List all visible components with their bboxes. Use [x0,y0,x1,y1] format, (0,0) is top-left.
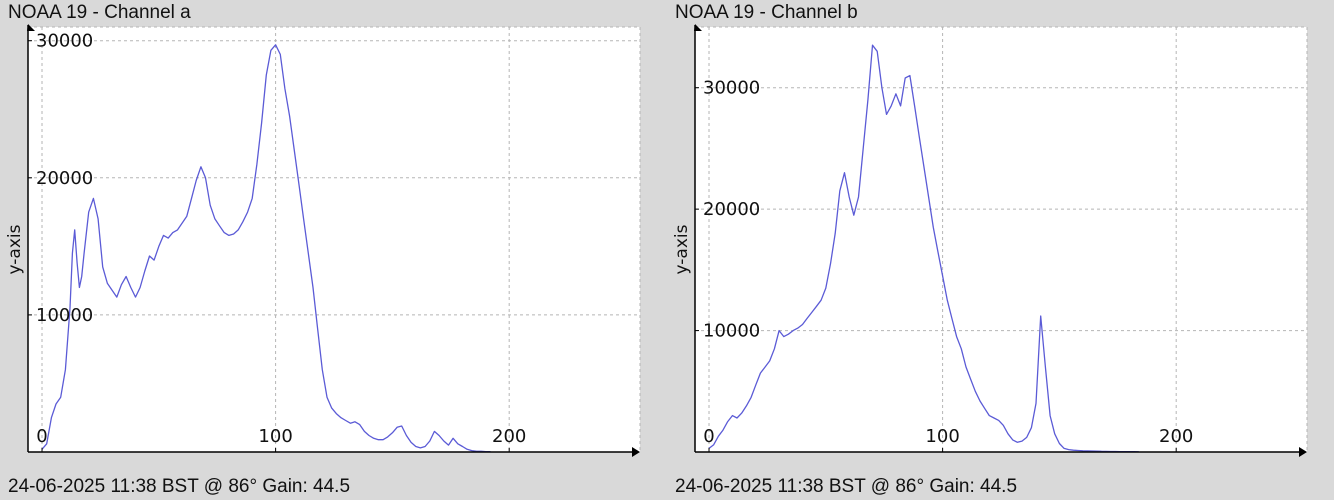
y-axis-label: y-axis [672,224,692,274]
x-tick-label: 0 [36,426,47,447]
chart-title: NOAA 19 - Channel b [675,2,858,23]
chart-panel-b: NOAA 19 - Channel b 0 100 200 10000 20000 300… [667,0,1334,500]
x-axis-arrow [632,447,640,457]
chart-footer: 24-06-2025 11:38 BST @ 86° Gain: 44.5 [675,476,1018,497]
x-tick-label: 100 [258,426,292,447]
y-tick-label: 10000 [703,321,760,342]
y-tick-label: 30000 [703,78,760,99]
plot-a: 0 100 200 10000 20000 30000 y-axis [5,24,641,457]
x-tick-label: 200 [1159,426,1193,447]
x-tick-label: 200 [492,426,526,447]
y-tick-label: 10000 [36,305,93,326]
chart-footer: 24-06-2025 11:38 BST @ 86° Gain: 44.5 [8,476,351,497]
x-tick-label: 0 [703,426,714,447]
plot-b: 0 100 200 10000 20000 30000 y-axis [672,24,1308,457]
x-tick-label: 100 [925,426,959,447]
y-axis-label: y-axis [5,224,25,274]
series-line [41,44,491,453]
x-axis-arrow [1299,447,1307,457]
y-axis-arrow [27,24,35,31]
chart-title: NOAA 19 - Channel a [8,2,191,23]
y-tick-label: 30000 [36,31,93,52]
series-line [708,44,1139,453]
y-tick-label: 20000 [703,199,760,220]
chart-panel-a: NOAA 19 - Channel a 0 100 200 10000 20000 300… [5,2,641,497]
plot-area [28,27,640,452]
y-tick-label: 20000 [36,168,93,189]
plot-area [695,27,1307,452]
y-axis-arrow [694,24,702,31]
